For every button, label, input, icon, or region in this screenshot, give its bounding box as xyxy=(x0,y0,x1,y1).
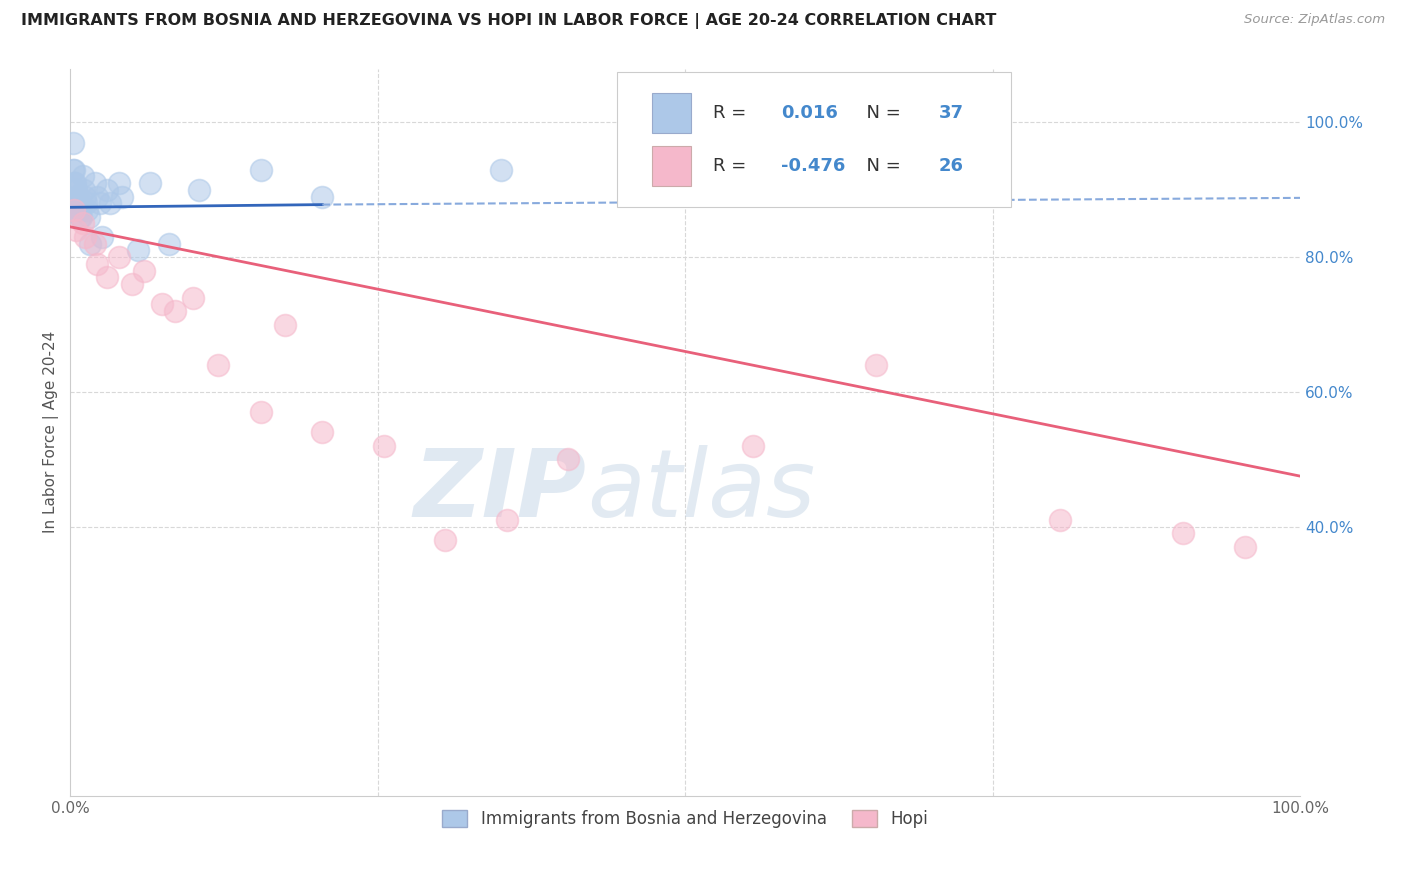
Point xyxy=(63,162,86,177)
Point xyxy=(72,217,94,231)
Point xyxy=(98,196,121,211)
Point xyxy=(63,183,86,197)
Point xyxy=(96,270,118,285)
Point xyxy=(77,210,100,224)
FancyBboxPatch shape xyxy=(652,146,692,186)
Text: N =: N = xyxy=(855,103,907,121)
Point xyxy=(489,162,512,177)
Point xyxy=(741,439,763,453)
Text: 37: 37 xyxy=(938,103,963,121)
Point xyxy=(65,189,87,203)
Text: N =: N = xyxy=(855,157,907,176)
Point xyxy=(86,257,108,271)
Point xyxy=(65,183,87,197)
Point xyxy=(70,210,93,224)
Point xyxy=(121,277,143,291)
Point xyxy=(67,202,90,217)
Point xyxy=(181,291,204,305)
Point xyxy=(311,189,333,203)
Point xyxy=(76,202,98,217)
Point xyxy=(1173,526,1195,541)
Point xyxy=(274,318,297,332)
Point xyxy=(83,176,105,190)
Point xyxy=(111,189,134,203)
FancyBboxPatch shape xyxy=(652,93,692,133)
Point xyxy=(73,189,96,203)
Point xyxy=(69,210,91,224)
Point xyxy=(373,439,395,453)
Point xyxy=(79,236,101,251)
Point xyxy=(66,189,89,203)
Point xyxy=(96,183,118,197)
Point xyxy=(152,297,174,311)
Point xyxy=(157,236,180,251)
Point xyxy=(250,162,273,177)
Point xyxy=(69,202,91,217)
Point xyxy=(83,236,105,251)
Text: R =: R = xyxy=(713,103,752,121)
Point xyxy=(207,358,229,372)
Point xyxy=(108,176,131,190)
Point xyxy=(73,230,96,244)
Point xyxy=(127,244,149,258)
Point xyxy=(63,202,86,217)
Text: 0.016: 0.016 xyxy=(782,103,838,121)
Point xyxy=(250,405,273,419)
Point xyxy=(1049,513,1071,527)
Point xyxy=(63,176,86,190)
Point xyxy=(72,169,94,184)
Text: Source: ZipAtlas.com: Source: ZipAtlas.com xyxy=(1244,13,1385,27)
Point xyxy=(91,230,114,244)
Y-axis label: In Labor Force | Age 20-24: In Labor Force | Age 20-24 xyxy=(44,331,59,533)
Text: 26: 26 xyxy=(938,157,963,176)
Point xyxy=(63,176,86,190)
Point xyxy=(62,136,84,150)
Point xyxy=(163,304,186,318)
Point xyxy=(66,196,89,211)
Point xyxy=(495,513,517,527)
Point xyxy=(108,250,131,264)
Text: -0.476: -0.476 xyxy=(782,157,845,176)
Point xyxy=(89,196,111,211)
Text: atlas: atlas xyxy=(586,445,815,536)
Point xyxy=(86,189,108,203)
Text: ZIP: ZIP xyxy=(413,444,586,536)
Legend: Immigrants from Bosnia and Herzegovina, Hopi: Immigrants from Bosnia and Herzegovina, … xyxy=(436,804,935,835)
FancyBboxPatch shape xyxy=(617,72,1011,207)
Point xyxy=(434,533,457,547)
Point xyxy=(65,223,87,237)
Point xyxy=(139,176,162,190)
Point xyxy=(557,452,579,467)
Point xyxy=(1233,540,1256,554)
Point xyxy=(132,263,155,277)
Point xyxy=(73,183,96,197)
Text: R =: R = xyxy=(713,157,752,176)
Text: IMMIGRANTS FROM BOSNIA AND HERZEGOVINA VS HOPI IN LABOR FORCE | AGE 20-24 CORREL: IMMIGRANTS FROM BOSNIA AND HERZEGOVINA V… xyxy=(21,13,997,29)
Point xyxy=(865,358,887,372)
Point xyxy=(62,162,84,177)
Point xyxy=(311,425,333,440)
Point xyxy=(188,183,211,197)
Point xyxy=(67,196,90,211)
Point xyxy=(75,196,97,211)
